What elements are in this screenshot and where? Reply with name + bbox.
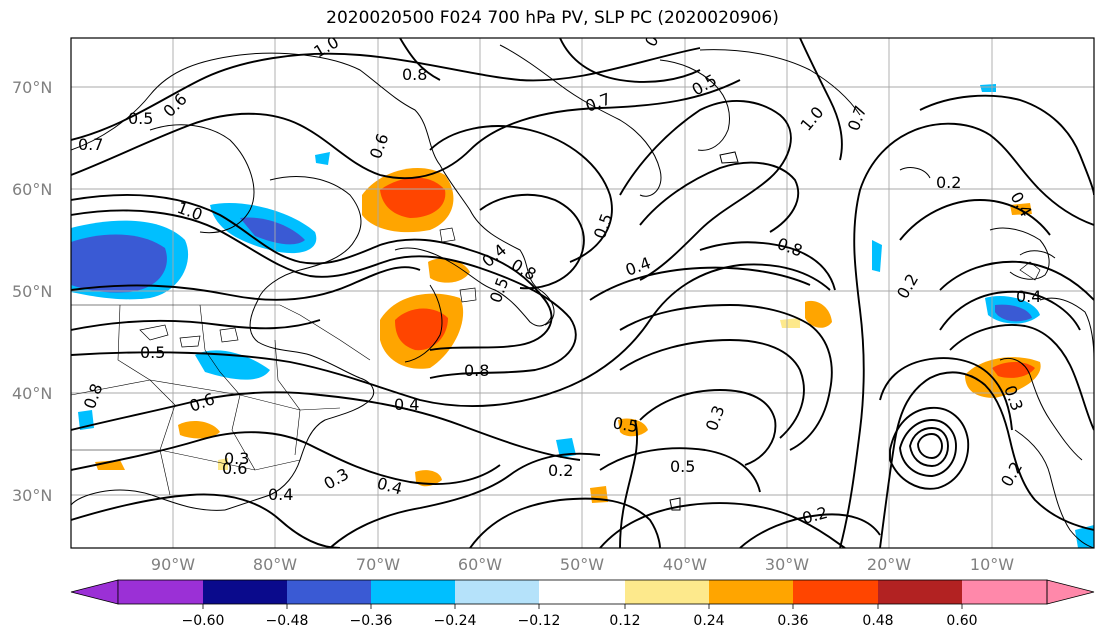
lon-label: 30°W xyxy=(765,555,809,574)
map-frame xyxy=(70,37,1095,549)
contour-label: 0.8 xyxy=(402,65,427,84)
colorbar-tick-label: 0.24 xyxy=(693,613,724,629)
positive-pv-shading xyxy=(95,167,1041,503)
contour-label: 0.4 xyxy=(1016,287,1041,306)
colorbar-swatch xyxy=(539,580,625,604)
lon-label: 40°W xyxy=(663,555,707,574)
contour-label: 0.7 xyxy=(78,135,103,154)
lon-label: 80°W xyxy=(253,555,297,574)
colorbar-swatch xyxy=(625,580,709,604)
contour-label: 0.2 xyxy=(548,461,573,480)
contour-label: 0.5 xyxy=(128,109,153,128)
map-title: 2020020500 F024 700 hPa PV, SLP PC (2020… xyxy=(326,8,779,28)
contour-label: 0.4 xyxy=(394,395,419,414)
lon-label: 50°W xyxy=(560,555,604,574)
colorbar-swatch xyxy=(962,580,1047,604)
contour-label: 0.5 xyxy=(670,457,695,476)
colorbar-swatch xyxy=(709,580,793,604)
contour-label: 0.4 xyxy=(268,485,293,504)
contour-label: 0.5 xyxy=(140,343,165,362)
colorbar-tick-label: 0.12 xyxy=(609,613,640,629)
contour-label: 0.8 xyxy=(464,361,489,380)
colorbar-tick-label: 0.48 xyxy=(862,613,893,629)
contour-label: 0.3 xyxy=(224,449,249,468)
colorbar-tick-label: 0.60 xyxy=(946,613,977,629)
contour-label: 0.5 xyxy=(611,413,639,436)
colorbar-swatch xyxy=(878,580,962,604)
colorbar-swatch xyxy=(203,580,287,604)
colorbar-extend-high xyxy=(1046,579,1095,605)
minor-coast-details xyxy=(139,227,1041,348)
graticule xyxy=(71,38,1094,548)
colorbar-swatch xyxy=(793,580,878,604)
colorbar-swatch xyxy=(287,580,371,604)
longitude-labels: 90°W 80°W 70°W 60°W 50°W 40°W 30°W 20°W … xyxy=(151,555,1014,574)
contour-label: 0.6 xyxy=(222,459,247,478)
lat-label: 40°N xyxy=(12,384,52,403)
pv-contours xyxy=(71,38,1094,548)
colorbar-swatch xyxy=(455,580,539,604)
lon-label: 20°W xyxy=(867,555,911,574)
colorbar-tick-label: −0.12 xyxy=(518,613,561,629)
colorbar-extend-low xyxy=(70,579,119,605)
map-panel: 1.0 0.8 0.7 0.6 0.5 0.4 0.3 0.2 1.0 0.8 … xyxy=(71,38,1094,548)
colorbar-tick-label: −0.60 xyxy=(182,613,225,629)
colorbar: −0.60 −0.48 −0.36 −0.24 −0.12 0.12 0.24 … xyxy=(70,579,1095,629)
colorbar-swatch xyxy=(118,580,203,604)
latitude-labels: 70°N 60°N 50°N 40°N 30°N xyxy=(12,78,52,505)
negative-pv-shading xyxy=(71,84,1094,548)
lon-label: 60°W xyxy=(458,555,502,574)
lat-label: 50°N xyxy=(12,282,52,301)
lon-label: 90°W xyxy=(151,555,195,574)
contour-label: 0.2 xyxy=(936,173,961,192)
colorbar-tick-label: 0.36 xyxy=(777,613,808,629)
lon-label: 10°W xyxy=(970,555,1014,574)
coastlines xyxy=(71,44,1094,548)
colorbar-tick-label: −0.36 xyxy=(350,613,393,629)
lon-label: 70°W xyxy=(356,555,400,574)
political-borders xyxy=(71,304,371,496)
colorbar-tick-label: −0.48 xyxy=(266,613,309,629)
colorbar-tick-label: −0.24 xyxy=(434,613,477,629)
lat-label: 70°N xyxy=(12,78,52,97)
colorbar-swatch xyxy=(371,580,455,604)
lat-label: 30°N xyxy=(12,486,52,505)
lat-label: 60°N xyxy=(12,180,52,199)
